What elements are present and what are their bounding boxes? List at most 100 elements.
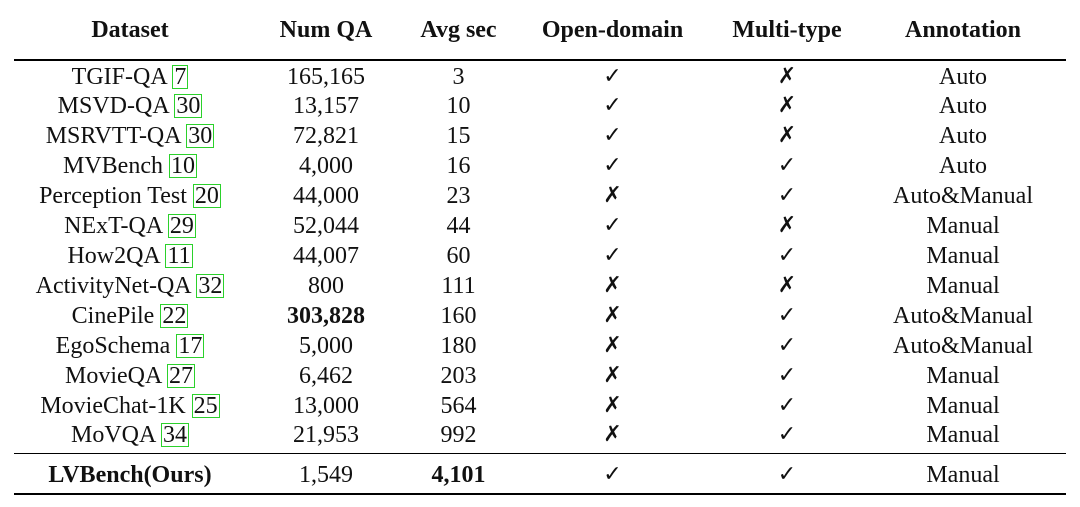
dataset-name-cell: MovieChat-1K 25 bbox=[14, 391, 246, 421]
multi-type-cell: ✗ bbox=[777, 64, 797, 89]
annotation-cell: Auto bbox=[939, 64, 987, 90]
dataset-name-cell: NExT-QA 29 bbox=[14, 211, 246, 241]
num-qa-cell: 303,828 bbox=[287, 303, 365, 329]
citation-link[interactable]: 10 bbox=[168, 153, 197, 179]
table-row-ours: LVBench(Ours) 1,549 4,101 ✓ ✓ Manual bbox=[14, 453, 1066, 495]
multi-type-cell: ✗ bbox=[777, 123, 797, 148]
annotation-cell: Manual bbox=[926, 273, 1000, 299]
num-qa-cell: 72,821 bbox=[293, 123, 359, 149]
table-row: EgoSchema 17 5,000 180 ✗ ✓ Auto&Manual bbox=[14, 331, 1066, 361]
avg-sec-cell: 60 bbox=[446, 243, 471, 269]
num-qa-cell: 13,000 bbox=[293, 393, 359, 419]
citation-link[interactable]: 11 bbox=[165, 243, 193, 269]
num-qa-cell: 800 bbox=[308, 273, 344, 299]
dataset-name-cell: ActivityNet-QA 32 bbox=[14, 271, 246, 301]
annotation-cell: Manual bbox=[926, 213, 1000, 239]
ours-body: LVBench(Ours) 1,549 4,101 ✓ ✓ Manual bbox=[14, 453, 1066, 495]
open-domain-ours: ✓ bbox=[511, 453, 714, 495]
avg-sec-cell: 564 bbox=[440, 393, 477, 419]
annotation-cell: Auto bbox=[939, 123, 987, 149]
multi-type-cell: ✓ bbox=[777, 363, 797, 388]
num-qa-cell: 5,000 bbox=[299, 333, 353, 359]
citation-link[interactable]: 32 bbox=[196, 273, 225, 299]
open-domain-cell: ✓ bbox=[603, 123, 622, 148]
multi-type-cell: ✓ bbox=[777, 393, 797, 418]
num-qa-cell: 21,953 bbox=[246, 421, 406, 454]
header-avg-sec: Avg sec bbox=[406, 0, 511, 61]
open-domain-cell: ✓ bbox=[603, 93, 622, 118]
dataset-name: Perception Test bbox=[39, 183, 187, 209]
open-domain-cell: ✗ bbox=[511, 421, 714, 454]
annotation-cell: Auto bbox=[939, 93, 987, 119]
open-domain-cell: ✓ bbox=[603, 213, 622, 238]
table-row: ActivityNet-QA 32 800 111 ✗ ✗ Manual bbox=[14, 271, 1066, 301]
dataset-name: ActivityNet-QA bbox=[35, 273, 191, 299]
multi-type-cell: ✓ bbox=[777, 243, 797, 268]
open-domain-cell: ✗ bbox=[603, 393, 622, 418]
dataset-name-cell: How2QA 11 bbox=[14, 241, 246, 271]
citation-link[interactable]: 34 bbox=[161, 422, 189, 448]
num-qa-cell: 44,007 bbox=[293, 243, 359, 269]
avg-sec-cell: 44 bbox=[446, 213, 471, 239]
dataset-name-cell: CinePile 22 bbox=[14, 301, 246, 331]
avg-sec-cell: 15 bbox=[446, 123, 471, 149]
open-domain-cell: ✗ bbox=[603, 333, 622, 358]
citation-link[interactable]: 25 bbox=[191, 393, 220, 419]
citation-link[interactable]: 22 bbox=[160, 303, 189, 329]
multi-type-ours: ✓ bbox=[714, 453, 860, 495]
avg-sec-cell: 992 bbox=[406, 421, 511, 454]
avg-sec-cell: 10 bbox=[446, 93, 471, 119]
dataset-name-cell: MVBench 10 bbox=[14, 151, 246, 181]
dataset-name: NExT-QA bbox=[64, 213, 162, 239]
open-domain-cell: ✓ bbox=[603, 153, 622, 178]
multi-type-cell: ✓ bbox=[714, 421, 860, 454]
table-row: CinePile 22 303,828 160 ✗ ✓ Auto&Manual bbox=[14, 301, 1066, 331]
multi-type-cell: ✓ bbox=[777, 153, 797, 178]
annotation-cell: Auto&Manual bbox=[893, 303, 1033, 329]
header-num-qa: Num QA bbox=[246, 0, 406, 61]
header-multi-type: Multi-type bbox=[714, 0, 860, 61]
dataset-name: EgoSchema bbox=[55, 333, 171, 359]
citation-link[interactable]: 27 bbox=[167, 363, 195, 389]
dataset-name-cell: MSVD-QA 30 bbox=[14, 91, 246, 121]
dataset-name: How2QA bbox=[67, 243, 160, 269]
open-domain-cell: ✓ bbox=[603, 64, 622, 89]
dataset-name-cell: EgoSchema 17 bbox=[14, 331, 246, 361]
num-qa-ours: 1,549 bbox=[246, 453, 406, 495]
annotation-cell: Manual bbox=[860, 421, 1066, 454]
table-row: MovieQA 27 6,462 203 ✗ ✓ Manual bbox=[14, 361, 1066, 391]
multi-type-cell: ✗ bbox=[777, 93, 797, 118]
annotation-cell: Manual bbox=[926, 243, 1000, 269]
table-row: MSVD-QA 30 13,157 10 ✓ ✗ Auto bbox=[14, 91, 1066, 121]
dataset-name-cell: MoVQA 34 bbox=[14, 421, 246, 454]
annotation-cell: Manual bbox=[926, 363, 1000, 389]
dataset-name-cell: MovieQA 27 bbox=[14, 361, 246, 391]
num-qa-cell: 13,157 bbox=[293, 93, 359, 119]
citation-link[interactable]: 29 bbox=[167, 213, 196, 239]
open-domain-cell: ✗ bbox=[603, 363, 622, 388]
citation-link[interactable]: 30 bbox=[174, 93, 203, 119]
multi-type-cell: ✗ bbox=[777, 273, 797, 298]
table-row: How2QA 11 44,007 60 ✓ ✓ Manual bbox=[14, 241, 1066, 271]
table-row: MVBench 10 4,000 16 ✓ ✓ Auto bbox=[14, 151, 1066, 181]
avg-sec-ours: 4,101 bbox=[406, 453, 511, 495]
dataset-name-cell: TGIF-QA 7 bbox=[14, 60, 246, 91]
dataset-name: CinePile bbox=[71, 303, 155, 329]
avg-sec-cell: 3 bbox=[452, 64, 465, 90]
dataset-name: MoVQA bbox=[70, 422, 155, 448]
avg-sec-cell: 23 bbox=[446, 183, 471, 209]
table-body: TGIF-QA 7 165,165 3 ✓ ✗ Auto MSVD-QA 30 13,157 1… bbox=[14, 60, 1066, 454]
table-row: TGIF-QA 7 165,165 3 ✓ ✗ Auto bbox=[14, 60, 1066, 91]
citation-link[interactable]: 20 bbox=[192, 183, 221, 209]
citation-link[interactable]: 17 bbox=[176, 333, 205, 359]
avg-sec-cell: 160 bbox=[440, 303, 477, 329]
table-row: MovieChat-1K 25 13,000 564 ✗ ✓ Manual bbox=[14, 391, 1066, 421]
avg-sec-cell: 180 bbox=[440, 333, 477, 359]
table-row: MSRVTT-QA 30 72,821 15 ✓ ✗ Auto bbox=[14, 121, 1066, 151]
open-domain-cell: ✗ bbox=[603, 273, 622, 298]
multi-type-cell: ✓ bbox=[777, 183, 797, 208]
citation-link[interactable]: 30 bbox=[186, 123, 215, 149]
annotation-ours: Manual bbox=[860, 453, 1066, 495]
citation-link[interactable]: 7 bbox=[172, 64, 189, 90]
